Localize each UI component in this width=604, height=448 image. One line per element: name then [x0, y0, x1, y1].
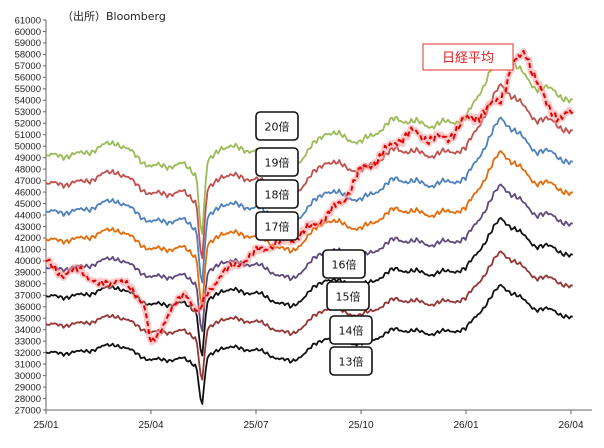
y-tick-label: 42000 [15, 233, 41, 244]
label-13x: 13倍 [329, 346, 373, 376]
label-box [329, 346, 373, 376]
label-15x: 15倍 [326, 281, 370, 311]
y-tick-label: 35000 [15, 314, 41, 325]
y-tick-label: 36000 [15, 302, 41, 313]
y-tick-label: 52000 [15, 119, 41, 130]
y-axis: 2700028000290003000031000320003300034000… [15, 15, 46, 416]
label-text: 13倍 [339, 355, 364, 369]
label-box [322, 249, 366, 279]
y-tick-label: 43000 [15, 222, 41, 233]
label-20x: 20倍 [255, 111, 299, 141]
x-tick-label: 25/10 [348, 420, 373, 431]
nikkei-label: 日経平均 [422, 43, 514, 71]
y-tick-label: 56000 [15, 73, 41, 84]
y-tick-label: 32000 [15, 348, 41, 359]
y-tick-label: 40000 [15, 256, 41, 267]
y-tick-label: 54000 [15, 96, 41, 107]
y-tick-label: 49000 [15, 153, 41, 164]
y-tick-label: 37000 [15, 291, 41, 302]
pe-line-14 [45, 250, 573, 381]
label-text: 17倍 [265, 220, 290, 234]
x-tick-label: 25/07 [243, 420, 268, 431]
x-tick-label: 25/01 [33, 420, 58, 431]
pe-line-16 [45, 183, 573, 333]
y-tick-label: 55000 [15, 84, 41, 95]
label-box [326, 281, 370, 311]
x-tick-label: 26/04 [558, 420, 583, 431]
pe-line-15 [45, 216, 573, 357]
nikkei-line-group [44, 47, 575, 346]
x-tick-label: 25/04 [138, 420, 163, 431]
pe-line-19 [45, 83, 573, 260]
y-tick-label: 61000 [15, 15, 41, 26]
y-tick-label: 39000 [15, 268, 41, 279]
y-tick-label: 58000 [15, 50, 41, 61]
label-text: 19倍 [265, 156, 290, 170]
y-tick-label: 53000 [15, 107, 41, 118]
pe-line-18 [45, 116, 573, 284]
y-tick-label: 47000 [15, 176, 41, 187]
label-box [255, 111, 299, 141]
y-tick-label: 30000 [15, 371, 41, 382]
label-box [329, 315, 373, 345]
y-tick-label: 50000 [15, 141, 41, 152]
nikkei-label-text: 日経平均 [442, 51, 494, 66]
y-tick-label: 41000 [15, 245, 41, 256]
label-19x: 19倍 [255, 147, 299, 177]
label-14x: 14倍 [329, 315, 373, 345]
label-text: 18倍 [265, 188, 290, 202]
y-tick-label: 38000 [15, 279, 41, 290]
y-tick-label: 57000 [15, 61, 41, 72]
label-box [255, 147, 299, 177]
y-tick-label: 59000 [15, 38, 41, 49]
source-note: （出所）Bloomberg [62, 10, 166, 23]
label-text: 14倍 [339, 324, 364, 338]
label-17x: 17倍 [255, 211, 299, 241]
series-labels: 20倍 19倍 18倍 17倍 16倍 15倍 14倍 13倍 日経平均 [255, 43, 514, 376]
y-tick-label: 34000 [15, 325, 41, 336]
nikkei-line [45, 49, 574, 344]
x-axis: 25/01 25/04 25/07 25/10 26/01 26/04 [33, 410, 584, 431]
label-text: 15倍 [336, 290, 361, 304]
y-tick-label: 44000 [15, 210, 41, 221]
y-tick-label: 31000 [15, 359, 41, 370]
label-text: 16倍 [332, 258, 357, 272]
y-tick-label: 29000 [15, 382, 41, 393]
pe-line-17 [45, 149, 573, 308]
x-tick-label: 26/01 [453, 420, 478, 431]
y-tick-label: 28000 [15, 394, 41, 405]
y-tick-label: 48000 [15, 164, 41, 175]
label-box [255, 179, 299, 209]
y-tick-label: 51000 [15, 130, 41, 141]
y-tick-label: 60000 [15, 27, 41, 38]
label-16x: 16倍 [322, 249, 366, 279]
y-tick-label: 33000 [15, 336, 41, 347]
label-text: 20倍 [265, 120, 290, 134]
pe-line-13 [45, 283, 573, 405]
y-tick-label: 27000 [15, 405, 41, 416]
label-18x: 18倍 [255, 179, 299, 209]
y-tick-label: 46000 [15, 187, 41, 198]
label-box [255, 211, 299, 241]
nikkei-label-box [422, 43, 514, 71]
y-tick-label: 45000 [15, 199, 41, 210]
pe-line-20 [45, 49, 573, 235]
